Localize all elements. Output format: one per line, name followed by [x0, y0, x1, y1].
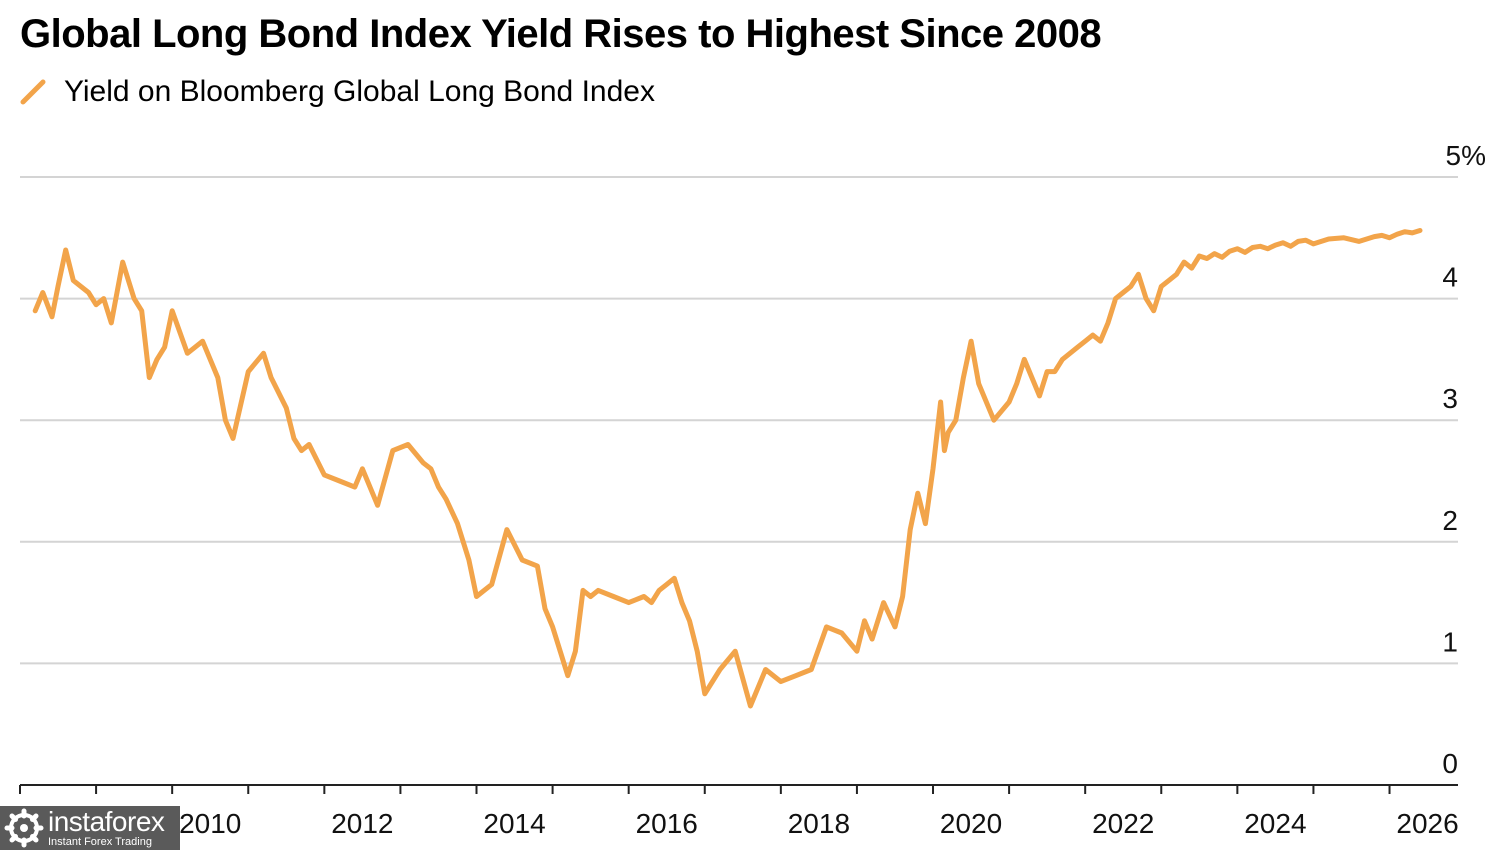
y-tick-label-0: 0 [1442, 748, 1458, 779]
instaforex-logo-icon [4, 808, 44, 848]
y-tick-label-4: 4 [1442, 262, 1458, 293]
x-tick-label-2020: 2020 [940, 808, 1002, 839]
y-tick-label-3: 3 [1442, 383, 1458, 414]
grid-lines [20, 176, 1458, 665]
x-axis [19, 784, 1458, 794]
x-tick-label-2010: 2010 [179, 808, 241, 839]
chart-title: Global Long Bond Index Yield Rises to Hi… [20, 12, 1102, 56]
x-tick-label-2014: 2014 [483, 808, 545, 839]
y-tick-label-1: 1 [1442, 626, 1458, 657]
tick-labels: 012345%200820102012201420162018202020222… [27, 140, 1486, 839]
series-line-0 [32, 228, 1423, 709]
watermark-brand: instaforex [48, 806, 165, 837]
y-tick-label-2: 2 [1442, 505, 1458, 536]
x-tick-label-2018: 2018 [788, 808, 850, 839]
watermark-logo: instaforex Instant Forex Trading [0, 806, 180, 850]
x-tick-label-2026: 2026 [1396, 808, 1458, 839]
legend-label: Yield on Bloomberg Global Long Bond Inde… [64, 75, 655, 108]
series-layer [32, 228, 1423, 709]
x-tick-label-2024: 2024 [1244, 808, 1306, 839]
y-tick-label-5: 5% [1446, 140, 1486, 171]
watermark-tagline: Instant Forex Trading [48, 836, 152, 848]
x-tick-label-2022: 2022 [1092, 808, 1154, 839]
x-tick-label-2016: 2016 [636, 808, 698, 839]
x-tick-label-2012: 2012 [331, 808, 393, 839]
legend: Yield on Bloomberg Global Long Bond Inde… [20, 74, 655, 110]
legend-swatch [20, 79, 46, 105]
